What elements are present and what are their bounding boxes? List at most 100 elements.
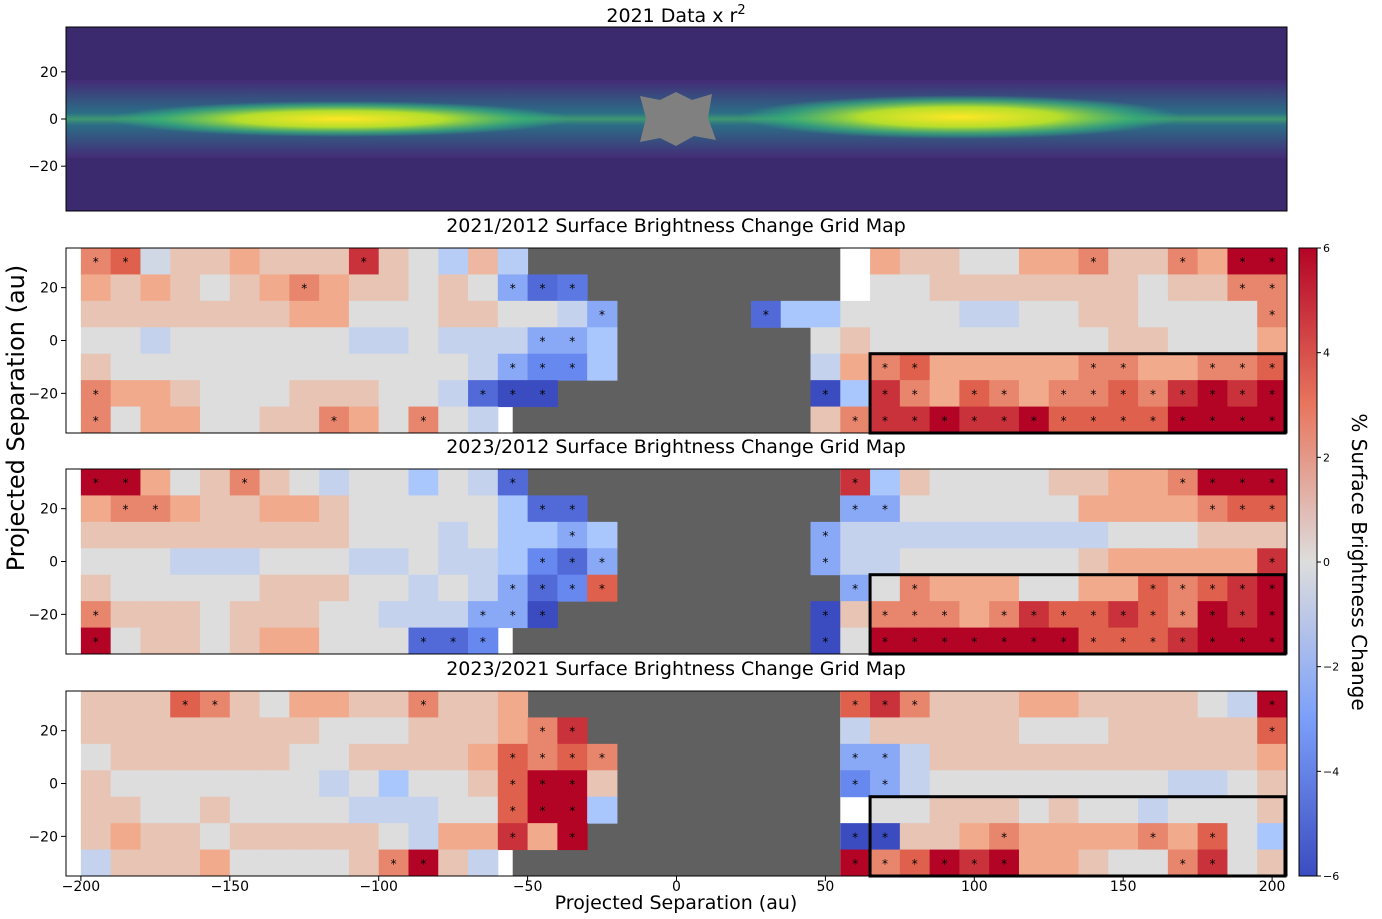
grid-cell [229, 548, 261, 576]
significance-marker: * [1269, 582, 1275, 596]
grid-cell [378, 406, 409, 434]
grid-cell [497, 274, 529, 302]
significance-marker: * [1001, 414, 1007, 428]
grid-cell [319, 796, 350, 824]
x-tick-label: −100 [359, 879, 397, 895]
grid-cell [1257, 548, 1288, 576]
significance-marker: * [822, 608, 828, 622]
grid-cell [1078, 770, 1109, 798]
grid-cell [557, 327, 588, 355]
significance-marker: * [123, 476, 129, 490]
grid-cell [497, 717, 529, 745]
grid-cell [959, 353, 990, 381]
grid-cell [929, 691, 960, 718]
grid-cell [1108, 823, 1139, 851]
grid-cell [1257, 327, 1288, 355]
grid-cell [959, 521, 990, 549]
x-axis-label: Projected Separation (au) [555, 892, 798, 914]
grid-cell [1018, 548, 1050, 576]
grid-cell [259, 327, 290, 355]
grid-cell [1048, 770, 1080, 798]
significance-marker: * [1061, 414, 1067, 428]
significance-marker: * [539, 361, 545, 375]
grid-cell [929, 717, 960, 745]
grid-cell [1048, 601, 1080, 629]
grid-cell [408, 274, 439, 302]
y-tick-label: 0 [49, 334, 58, 350]
grid-cell [497, 327, 529, 355]
grid-cell [587, 353, 618, 381]
significance-marker: * [852, 698, 858, 712]
grid-cell [1108, 248, 1139, 275]
grid-cell [80, 300, 112, 328]
grid-cell [289, 380, 320, 408]
grid-cell [438, 627, 469, 655]
grid-cell [1108, 495, 1139, 523]
grid-cell [1078, 717, 1109, 745]
significance-marker: * [971, 635, 977, 649]
significance-marker: * [1061, 608, 1067, 622]
grid-cell [438, 601, 469, 629]
grid-cell [989, 406, 1020, 434]
grid-cell [319, 691, 350, 718]
significance-marker: * [1150, 635, 1156, 649]
grid-cell [348, 248, 380, 275]
grid-cell [378, 743, 409, 771]
significance-marker: * [912, 857, 918, 871]
significance-marker: * [971, 387, 977, 401]
significance-marker: * [1180, 635, 1186, 649]
significance-marker: * [569, 361, 575, 375]
significance-marker: * [763, 308, 769, 322]
grid-cell [1138, 406, 1169, 434]
grid-cell [1257, 691, 1288, 718]
grid-cell [289, 796, 320, 824]
significance-marker: * [912, 387, 918, 401]
grid-cell [200, 495, 231, 523]
grid-cell [1227, 353, 1258, 381]
grid-cell [1167, 380, 1199, 408]
grid-cell [289, 327, 320, 355]
grid-cell [899, 849, 931, 877]
y-tick-label: −20 [28, 159, 58, 175]
significance-marker: * [1180, 608, 1186, 622]
grid-cell [378, 627, 409, 655]
grid-cell [348, 627, 380, 655]
grid-cell [1227, 548, 1258, 576]
grid-cell [929, 495, 960, 523]
grid-cell [408, 691, 439, 718]
significance-marker: * [1180, 414, 1186, 428]
significance-marker: * [1210, 830, 1216, 844]
grid-cell [497, 601, 529, 629]
grid-cell [870, 627, 901, 655]
grid-cell [200, 574, 231, 602]
grid-cell [378, 823, 409, 851]
grid-cell [959, 274, 990, 302]
grid-cell [870, 796, 901, 824]
grid-cell [170, 274, 201, 302]
colorbar-label: % Surface Brightness Change [1347, 413, 1371, 710]
grid-cell [587, 796, 618, 824]
grid-cell [1018, 327, 1050, 355]
significance-marker: * [510, 582, 516, 596]
grid-cell [1257, 601, 1288, 629]
grid-cell [899, 380, 931, 408]
grid-cell [989, 469, 1020, 496]
grid-cell [289, 627, 320, 655]
grid-cell [959, 574, 990, 602]
grid-cell [140, 796, 171, 824]
grid-cell [408, 823, 439, 851]
grid-cell [200, 717, 231, 745]
grid-cell [870, 469, 901, 496]
grid-cell [170, 627, 201, 655]
grid-cell [229, 495, 261, 523]
grid-cell [1197, 770, 1228, 798]
grid-cell [140, 601, 171, 629]
grid-cell [229, 717, 261, 745]
grid-cell [140, 691, 171, 718]
significance-marker: * [331, 414, 337, 428]
grid-cell [497, 300, 529, 328]
grid-cell [1018, 601, 1050, 629]
significance-marker: * [539, 556, 545, 570]
significance-marker: * [942, 414, 948, 428]
grid-cell [1227, 691, 1258, 718]
